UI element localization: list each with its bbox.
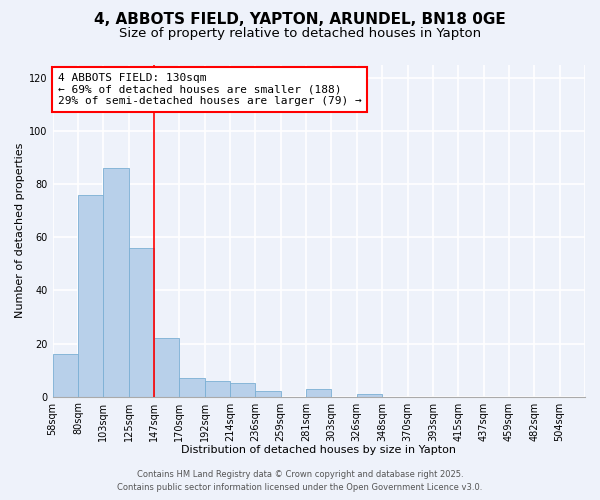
Bar xyxy=(357,394,382,396)
Bar xyxy=(256,392,281,396)
Text: 4 ABBOTS FIELD: 130sqm
← 69% of detached houses are smaller (188)
29% of semi-de: 4 ABBOTS FIELD: 130sqm ← 69% of detached… xyxy=(58,73,361,106)
Bar xyxy=(205,380,230,396)
Text: Size of property relative to detached houses in Yapton: Size of property relative to detached ho… xyxy=(119,28,481,40)
Bar xyxy=(128,248,154,396)
Bar xyxy=(179,378,205,396)
Bar xyxy=(154,338,179,396)
Bar xyxy=(78,195,103,396)
X-axis label: Distribution of detached houses by size in Yapton: Distribution of detached houses by size … xyxy=(181,445,456,455)
Bar xyxy=(230,384,256,396)
Text: 4, ABBOTS FIELD, YAPTON, ARUNDEL, BN18 0GE: 4, ABBOTS FIELD, YAPTON, ARUNDEL, BN18 0… xyxy=(94,12,506,28)
Bar xyxy=(306,388,331,396)
Y-axis label: Number of detached properties: Number of detached properties xyxy=(15,143,25,318)
Text: Contains HM Land Registry data © Crown copyright and database right 2025.
Contai: Contains HM Land Registry data © Crown c… xyxy=(118,470,482,492)
Bar xyxy=(103,168,128,396)
Bar xyxy=(53,354,78,397)
